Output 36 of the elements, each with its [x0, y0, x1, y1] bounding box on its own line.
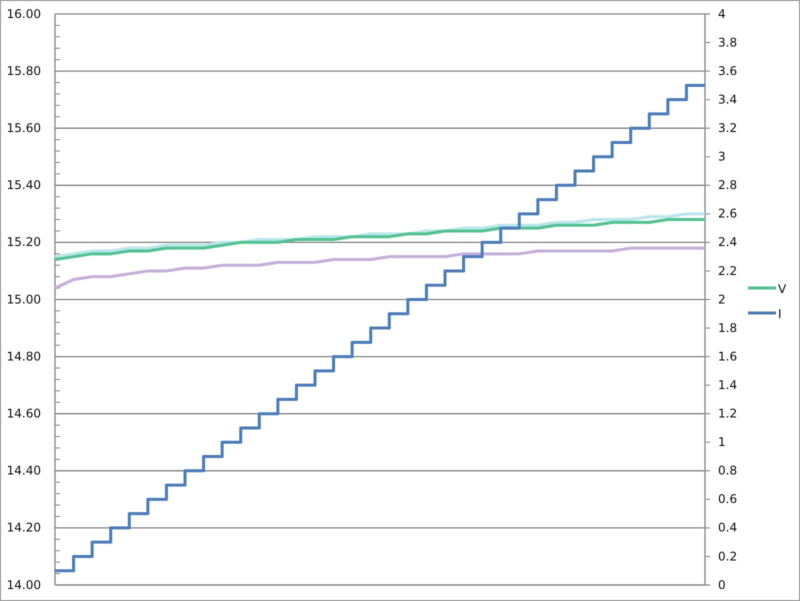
y-tick-label: 14.60 [6, 406, 41, 421]
y-tick-label: 14.40 [6, 464, 41, 478]
y2-tick-label: 0.4 [718, 520, 738, 535]
y2-tick-label: 2.2 [718, 264, 738, 278]
y2-tick-label: 1.2 [718, 406, 738, 421]
y2-tick-label: 3.8 [718, 35, 738, 50]
y2-tick-label: 0.2 [718, 549, 738, 564]
y2-tick-label: 3.4 [718, 92, 738, 106]
y2-tick-label: 3 [718, 150, 726, 164]
y-tick-label: 15.60 [6, 121, 41, 136]
line-series [54, 246, 706, 290]
y2-tick-label: 2.8 [718, 178, 738, 192]
y-tick-label: 15.80 [6, 64, 41, 78]
y2-tick-label: 0 [718, 578, 726, 592]
y-tick-label: 14.20 [6, 520, 41, 535]
y2-tick-label: 2 [718, 292, 726, 306]
y2-tick-label: 2.6 [718, 206, 738, 221]
y-tick-label: 15.00 [6, 292, 41, 306]
legend-label: I [778, 307, 782, 321]
y2-tick-label: 1 [718, 435, 726, 450]
y2-tick-label: 4 [718, 6, 726, 21]
y-tick-label: 14.80 [6, 349, 41, 364]
y2-tick-label: 3.6 [718, 64, 738, 78]
legend-label: V [778, 282, 787, 296]
y2-tick-label: 2.4 [718, 235, 738, 250]
y2-tick-label: 1.6 [718, 349, 738, 364]
y2-tick-label: 0.8 [718, 464, 738, 478]
y-tick-label: 15.40 [6, 178, 41, 192]
y2-tick-label: 0.6 [718, 492, 738, 506]
y-tick-label: 14.00 [6, 578, 41, 592]
y2-tick-label: 1.4 [718, 378, 738, 392]
line-series [54, 218, 706, 262]
y-tick-label: 15.20 [6, 235, 41, 250]
y-tick-label: 16.00 [6, 6, 41, 21]
y2-tick-label: 3.2 [718, 121, 738, 136]
y2-tick-label: 1.8 [718, 320, 738, 335]
